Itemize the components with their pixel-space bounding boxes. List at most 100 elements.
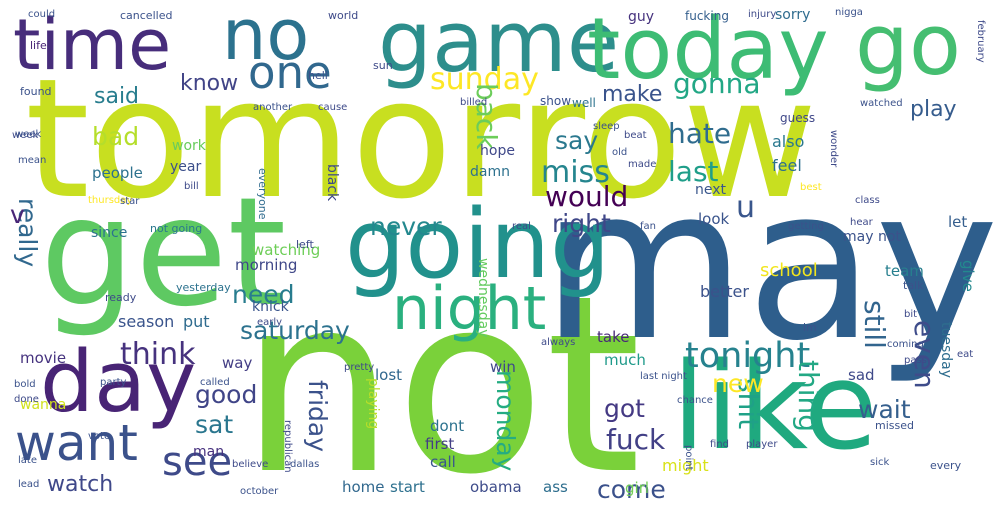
word-movie: movie	[20, 349, 67, 367]
word-last-night: last night	[640, 371, 687, 382]
word-better: better	[700, 282, 749, 301]
word-next: next	[695, 182, 727, 198]
word-year: year	[170, 159, 202, 175]
word-late: late	[18, 455, 37, 466]
word-watching: watching	[252, 241, 321, 259]
word-bad: bad	[92, 122, 140, 151]
word-yesterday: yesterday	[176, 281, 231, 294]
word-put: put	[183, 312, 210, 331]
word-season: season	[118, 312, 175, 331]
word-wednesday: wednesday	[475, 258, 491, 338]
word-february: february	[975, 20, 986, 63]
word-u: u	[736, 190, 756, 225]
word-bold: bold	[14, 379, 36, 390]
word-thursday: thursday	[88, 195, 133, 206]
word-home: home	[342, 478, 385, 496]
word-class: class	[855, 195, 880, 206]
word-ass: ass	[543, 478, 568, 496]
word-sick: sick	[870, 457, 890, 468]
word-wonder: wonder	[828, 130, 839, 168]
word-also: also	[772, 132, 805, 151]
word-sorry: sorry	[775, 7, 811, 23]
word-back: back	[470, 83, 503, 150]
word-left: left	[296, 238, 314, 251]
word-found: found	[20, 85, 52, 98]
word-team: team	[885, 262, 924, 280]
word-old: old	[612, 147, 628, 158]
word-cause: cause	[318, 102, 348, 113]
word-good: good	[195, 380, 258, 409]
word-republican: republican	[282, 420, 293, 473]
word-not-going: not going	[150, 222, 203, 235]
word-missed: missed	[875, 419, 914, 432]
word-day: day	[40, 333, 197, 432]
word-talk: talk	[903, 279, 924, 292]
word-make: make	[602, 82, 663, 107]
word-right: right	[552, 209, 611, 238]
word-see: see	[162, 439, 233, 485]
word-dallas: dallas	[290, 459, 320, 470]
word-player: player	[746, 439, 778, 450]
word-tomorrow: tomorrow	[25, 43, 818, 235]
word-call: call	[430, 453, 456, 471]
word-need: need	[232, 280, 295, 309]
word-feel: feel	[772, 156, 802, 175]
word-win: win	[490, 358, 516, 376]
word-world: world	[328, 9, 359, 22]
word-show: show	[540, 94, 572, 108]
word-pass: pass	[904, 355, 927, 366]
word-called: called	[200, 377, 230, 388]
word-dont: dont	[430, 417, 465, 435]
word-one: one	[248, 46, 332, 99]
word-bill: bill	[184, 181, 199, 192]
word-may: may	[541, 142, 999, 387]
word-nigga: nigga	[835, 7, 863, 18]
word-sun: sun	[373, 59, 393, 72]
word-monday: monday	[491, 370, 520, 472]
word-every: every	[930, 459, 962, 472]
word-sleep: sleep	[593, 121, 620, 132]
word-hate: hate	[668, 117, 732, 150]
word-going: going	[345, 190, 611, 300]
word-got: got	[604, 394, 645, 423]
word-october: october	[240, 486, 279, 497]
word-start: start	[390, 478, 425, 496]
word-like: like	[672, 338, 878, 477]
word-ready: ready	[105, 291, 137, 304]
word-hope: hope	[480, 143, 515, 159]
word-not: not	[240, 243, 642, 509]
word-say: say	[555, 126, 599, 155]
word-life: life	[30, 39, 47, 52]
word-morning: morning	[235, 256, 298, 274]
word-go: go	[855, 0, 961, 95]
word-guess: guess	[780, 111, 816, 125]
word-time: time	[13, 4, 172, 86]
word-want: want	[15, 414, 138, 472]
word-fan: fan	[640, 221, 656, 232]
word-best: best	[800, 182, 822, 193]
word-gonna: gonna	[673, 67, 761, 100]
word-well: well	[572, 96, 596, 110]
word-bit: bit	[904, 309, 918, 320]
word-week: week	[15, 129, 42, 140]
word-never: never	[370, 212, 442, 241]
word-watch: watch	[47, 472, 114, 497]
word-let: let	[948, 213, 968, 231]
word-come: come	[597, 475, 666, 504]
word-done: done	[14, 394, 39, 405]
word-work: work	[172, 138, 206, 154]
word-damn: damn	[470, 164, 510, 180]
word-believe: believe	[232, 459, 269, 470]
word-chance: chance	[677, 395, 713, 406]
word-still: still	[858, 300, 891, 349]
word-way: way	[222, 354, 253, 372]
word-tonight: tonight	[685, 336, 811, 376]
word-friday: friday	[303, 380, 332, 453]
word-man: man	[193, 444, 225, 460]
word-game: game	[378, 0, 620, 92]
word-look: look	[698, 210, 730, 228]
word-night: night	[392, 274, 547, 344]
word-im: im	[803, 321, 817, 334]
word-new: new	[712, 369, 764, 398]
